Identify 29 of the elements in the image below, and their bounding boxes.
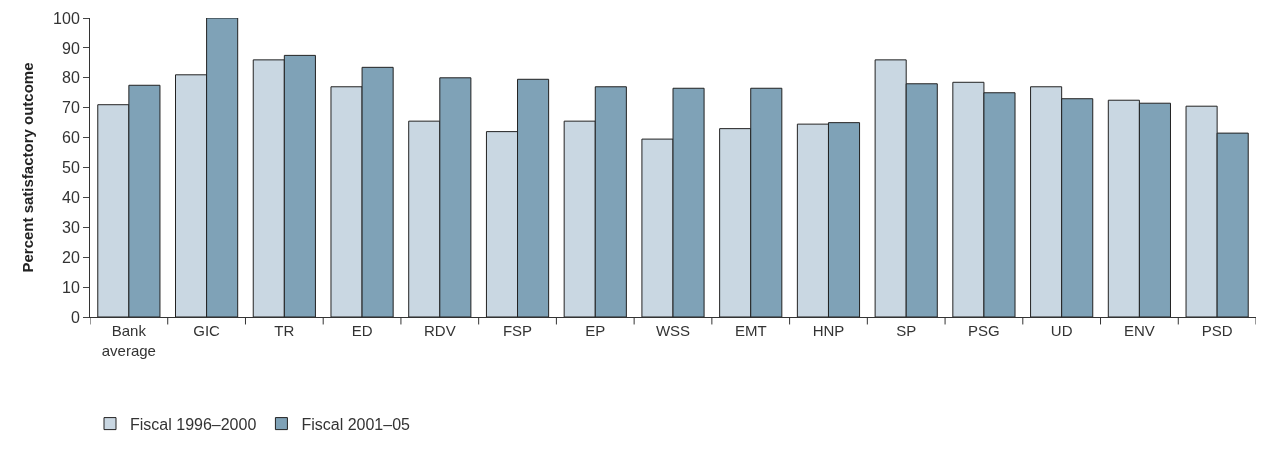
- y-tick-label: 80: [62, 69, 80, 87]
- legend-label: Fiscal 2001–05: [301, 415, 411, 433]
- y-axis-title: Percent satisfactory outcome: [19, 62, 37, 273]
- y-tick-label: 10: [62, 278, 80, 296]
- y-tick-label: 30: [62, 218, 80, 236]
- x-tick-label: WSS: [655, 322, 691, 339]
- x-tick-label: SP: [896, 322, 917, 339]
- y-tick-label: 0: [70, 308, 80, 326]
- y-tick-label: 70: [62, 99, 80, 117]
- x-tick-label: PSD: [1201, 322, 1233, 339]
- y-tick-label: 50: [62, 159, 80, 177]
- x-tick-label: TR: [274, 322, 295, 339]
- x-tick-label: ED: [351, 322, 373, 339]
- x-tick-label: EMT: [734, 322, 767, 339]
- x-tick-label: PSG: [968, 322, 1000, 339]
- x-tick-label: FSP: [502, 322, 533, 339]
- y-tick-label: 40: [62, 189, 80, 206]
- x-tick-label: HNP: [812, 322, 845, 339]
- y-tick-label: 20: [62, 248, 80, 266]
- x-tick-label: RDV: [423, 322, 456, 339]
- y-tick-label: 90: [62, 39, 80, 57]
- x-tick-label: UD: [1050, 322, 1073, 339]
- x-tick-label: GIC: [193, 322, 221, 339]
- y-tick-label: 100: [53, 9, 80, 27]
- x-tick-label: Bank average: [101, 322, 156, 359]
- x-tick-label: EP: [585, 322, 606, 339]
- x-tick-label: ENV: [1123, 322, 1155, 339]
- y-tick-label: 60: [62, 129, 80, 147]
- legend-label: Fiscal 1996–2000: [130, 415, 257, 433]
